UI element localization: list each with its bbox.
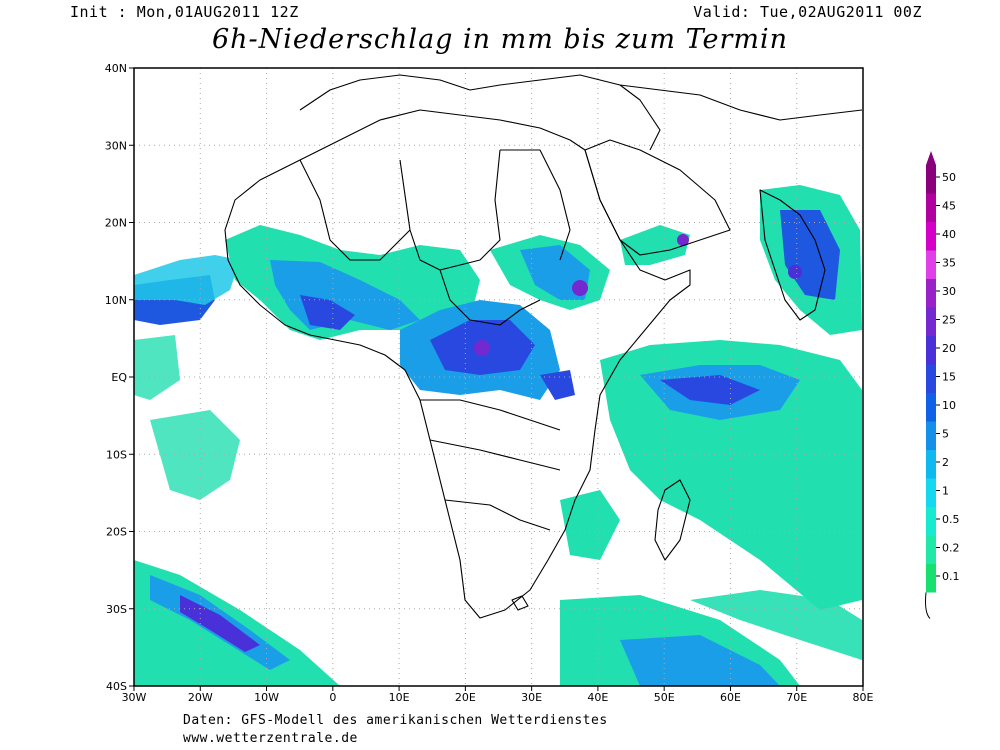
- legend-label: 35: [942, 257, 956, 270]
- legend-label: 2: [942, 456, 949, 469]
- legend-swatch: [926, 421, 936, 450]
- color-legend: 50 45 40 35 30 25 20 15 10 5 2 1 0.5 0.2 0.1: [925, 151, 960, 619]
- lon-tick-label: 60E: [720, 691, 741, 704]
- legend-label: 5: [942, 428, 949, 441]
- legend-swatch: [926, 193, 936, 222]
- init-time-label: Init : Mon,01AUG2011 12Z: [70, 3, 299, 21]
- lat-tick-label: 20N: [105, 217, 127, 230]
- lon-tick-label: 80E: [853, 691, 874, 704]
- latitude-axis: 40N 30N 20N 10N EQ 10S 20S 30S 40S: [105, 62, 134, 693]
- coastlines: [224, 74, 863, 619]
- legend-swatch: [926, 222, 936, 251]
- legend-swatch: [926, 450, 936, 479]
- legend-swatch: [926, 364, 936, 393]
- lat-tick-label: 30S: [106, 603, 127, 616]
- legend-label: 0.2: [942, 542, 960, 555]
- legend-swatch: [926, 165, 936, 194]
- legend-swatch: [926, 564, 936, 593]
- legend-label: 30: [942, 285, 956, 298]
- legend-swatch: [926, 478, 936, 507]
- legend-label: 50: [942, 171, 956, 184]
- legend-label: 1: [942, 485, 949, 498]
- legend-label: 0.5: [942, 513, 960, 526]
- legend-swatch: [926, 393, 936, 422]
- lon-tick-label: 40E: [587, 691, 608, 704]
- legend-label: 40: [942, 228, 956, 241]
- legend-swatch: [926, 507, 936, 536]
- lat-tick-label: 40N: [105, 62, 127, 75]
- legend-swatch: [926, 336, 936, 365]
- lon-tick-label: 30E: [521, 691, 542, 704]
- lon-tick-label: 20E: [455, 691, 476, 704]
- lat-tick-label: 30N: [105, 139, 127, 152]
- lat-tick-label: 40S: [106, 680, 127, 693]
- longitude-axis: 30W 20W 10W 0 10E 20E 30E 40E 50E 60E 70E 80E: [122, 686, 874, 704]
- lon-tick-label: 0: [329, 691, 336, 704]
- lon-tick-label: 10W: [254, 691, 279, 704]
- lat-tick-label: 10N: [105, 294, 127, 307]
- lat-lon-grid: [134, 68, 863, 686]
- lat-tick-label: EQ: [111, 371, 127, 384]
- legend-label: 45: [942, 200, 956, 213]
- legend-label: 15: [942, 371, 956, 384]
- lon-tick-label: 30W: [122, 691, 147, 704]
- data-credit: Daten: GFS-Modell des amerikanischen Wet…: [183, 713, 608, 728]
- legend-swatch: [926, 535, 936, 564]
- legend-bottom-tail: [925, 592, 931, 619]
- website-link[interactable]: www.wetterzentrale.de: [183, 731, 358, 746]
- lon-tick-label: 20W: [188, 691, 213, 704]
- map-title: 6h-Niederschlag in mm bis zum Termin: [211, 24, 789, 55]
- lon-tick-label: 50E: [654, 691, 675, 704]
- precipitation-areas: [134, 185, 862, 686]
- lon-tick-label: 70E: [786, 691, 807, 704]
- legend-swatch: [926, 279, 936, 308]
- legend-top-arrow: [926, 151, 936, 165]
- lat-tick-label: 20S: [106, 526, 127, 539]
- legend-label: 20: [942, 342, 956, 355]
- lat-tick-label: 10S: [106, 448, 127, 461]
- lon-tick-label: 10E: [389, 691, 410, 704]
- legend-swatch: [926, 307, 936, 336]
- legend-label: 10: [942, 399, 956, 412]
- legend-swatch: [926, 250, 936, 279]
- legend-label: 0.1: [942, 570, 960, 583]
- legend-label: 25: [942, 314, 956, 327]
- valid-time-label: Valid: Tue,02AUG2011 00Z: [693, 3, 922, 21]
